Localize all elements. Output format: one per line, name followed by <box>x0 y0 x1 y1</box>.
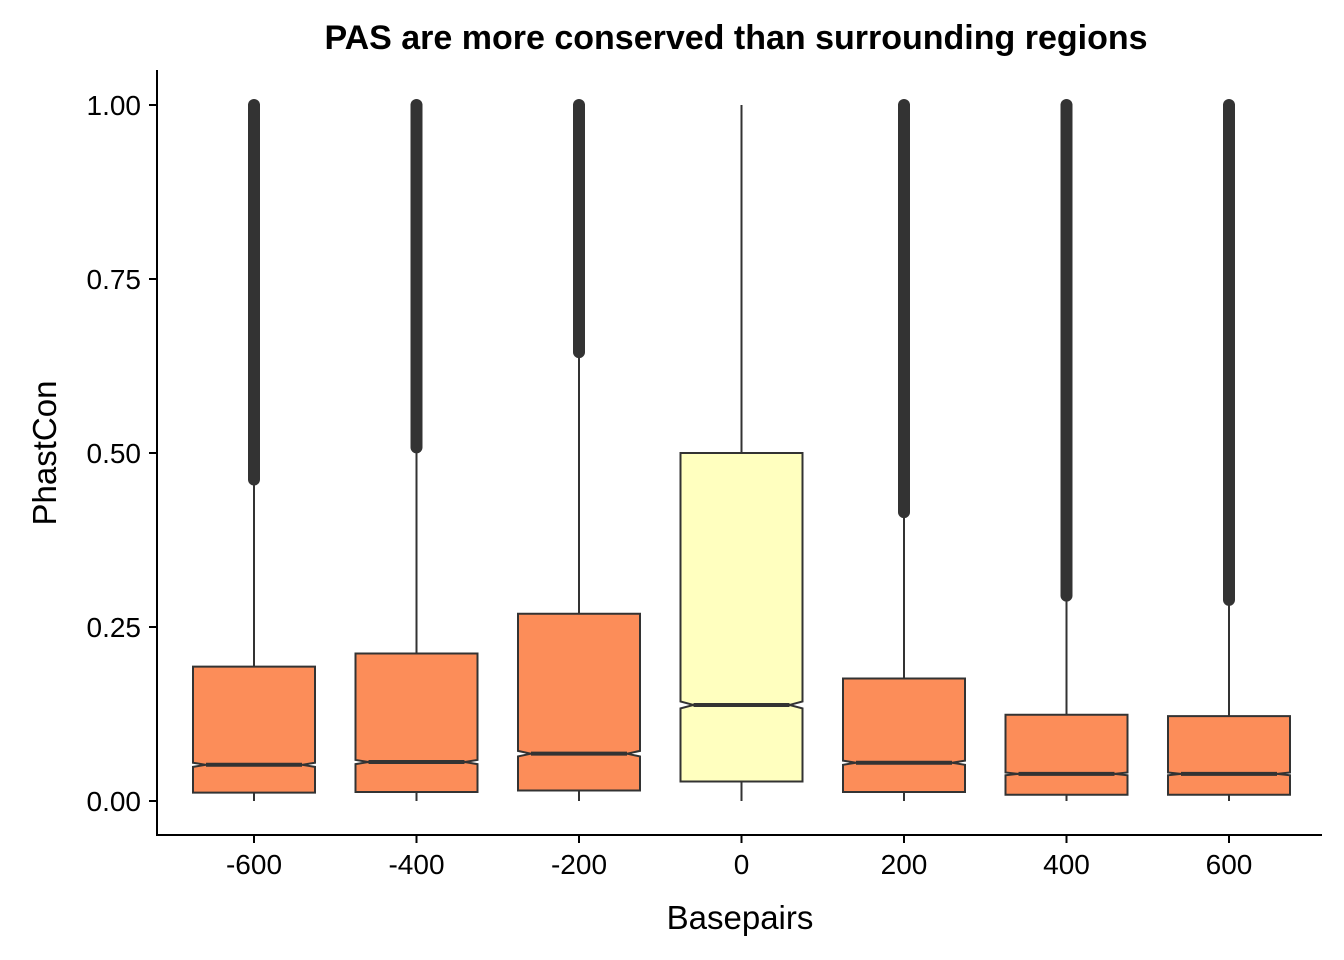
box-body <box>679 452 804 783</box>
box-group-200 <box>842 99 966 801</box>
x-tick-label: -200 <box>551 849 607 880</box>
y-tick-label: 0.50 <box>87 438 142 469</box>
y-tick-label: 0.00 <box>87 786 142 817</box>
plot-area <box>192 99 1291 801</box>
x-tick-label: -600 <box>226 849 282 880</box>
box-body <box>842 677 966 793</box>
box-group--200 <box>517 99 641 801</box>
box-body <box>517 612 641 792</box>
outlier-points <box>898 99 910 519</box>
x-tick-label: 0 <box>734 849 750 880</box>
box-group-0 <box>679 105 804 801</box>
outlier-points <box>1223 99 1235 606</box>
outlier-points <box>248 99 260 486</box>
x-tick-label: 400 <box>1043 849 1090 880</box>
outlier-points <box>410 99 423 454</box>
box-body <box>1004 713 1129 796</box>
box-group-400 <box>1004 99 1129 801</box>
x-axis-title: Basepairs <box>667 899 814 936</box>
x-tick-label: 600 <box>1206 849 1253 880</box>
box-body <box>192 665 316 794</box>
outlier-points <box>1060 99 1073 602</box>
y-tick-label: 0.75 <box>87 264 142 295</box>
x-axis-ticks: -600 -400 -200 0 200 400 600 <box>226 835 1252 880</box>
y-axis-ticks: 0.00 0.25 0.50 0.75 1.00 <box>87 90 157 817</box>
x-tick-label: 200 <box>881 849 928 880</box>
y-tick-label: 0.25 <box>87 612 142 643</box>
chart-title: PAS are more conserved than surrounding … <box>324 19 1147 57</box>
box-group--600 <box>192 99 316 801</box>
y-tick-label: 1.00 <box>87 90 142 121</box>
box-body <box>1167 715 1291 796</box>
outlier-points <box>573 99 585 359</box>
box-group-600 <box>1167 99 1291 801</box>
y-axis-title: PhastCon <box>26 381 63 526</box>
x-tick-label: -400 <box>388 849 444 880</box>
box-body <box>354 652 479 793</box>
box-group--400 <box>354 99 479 801</box>
